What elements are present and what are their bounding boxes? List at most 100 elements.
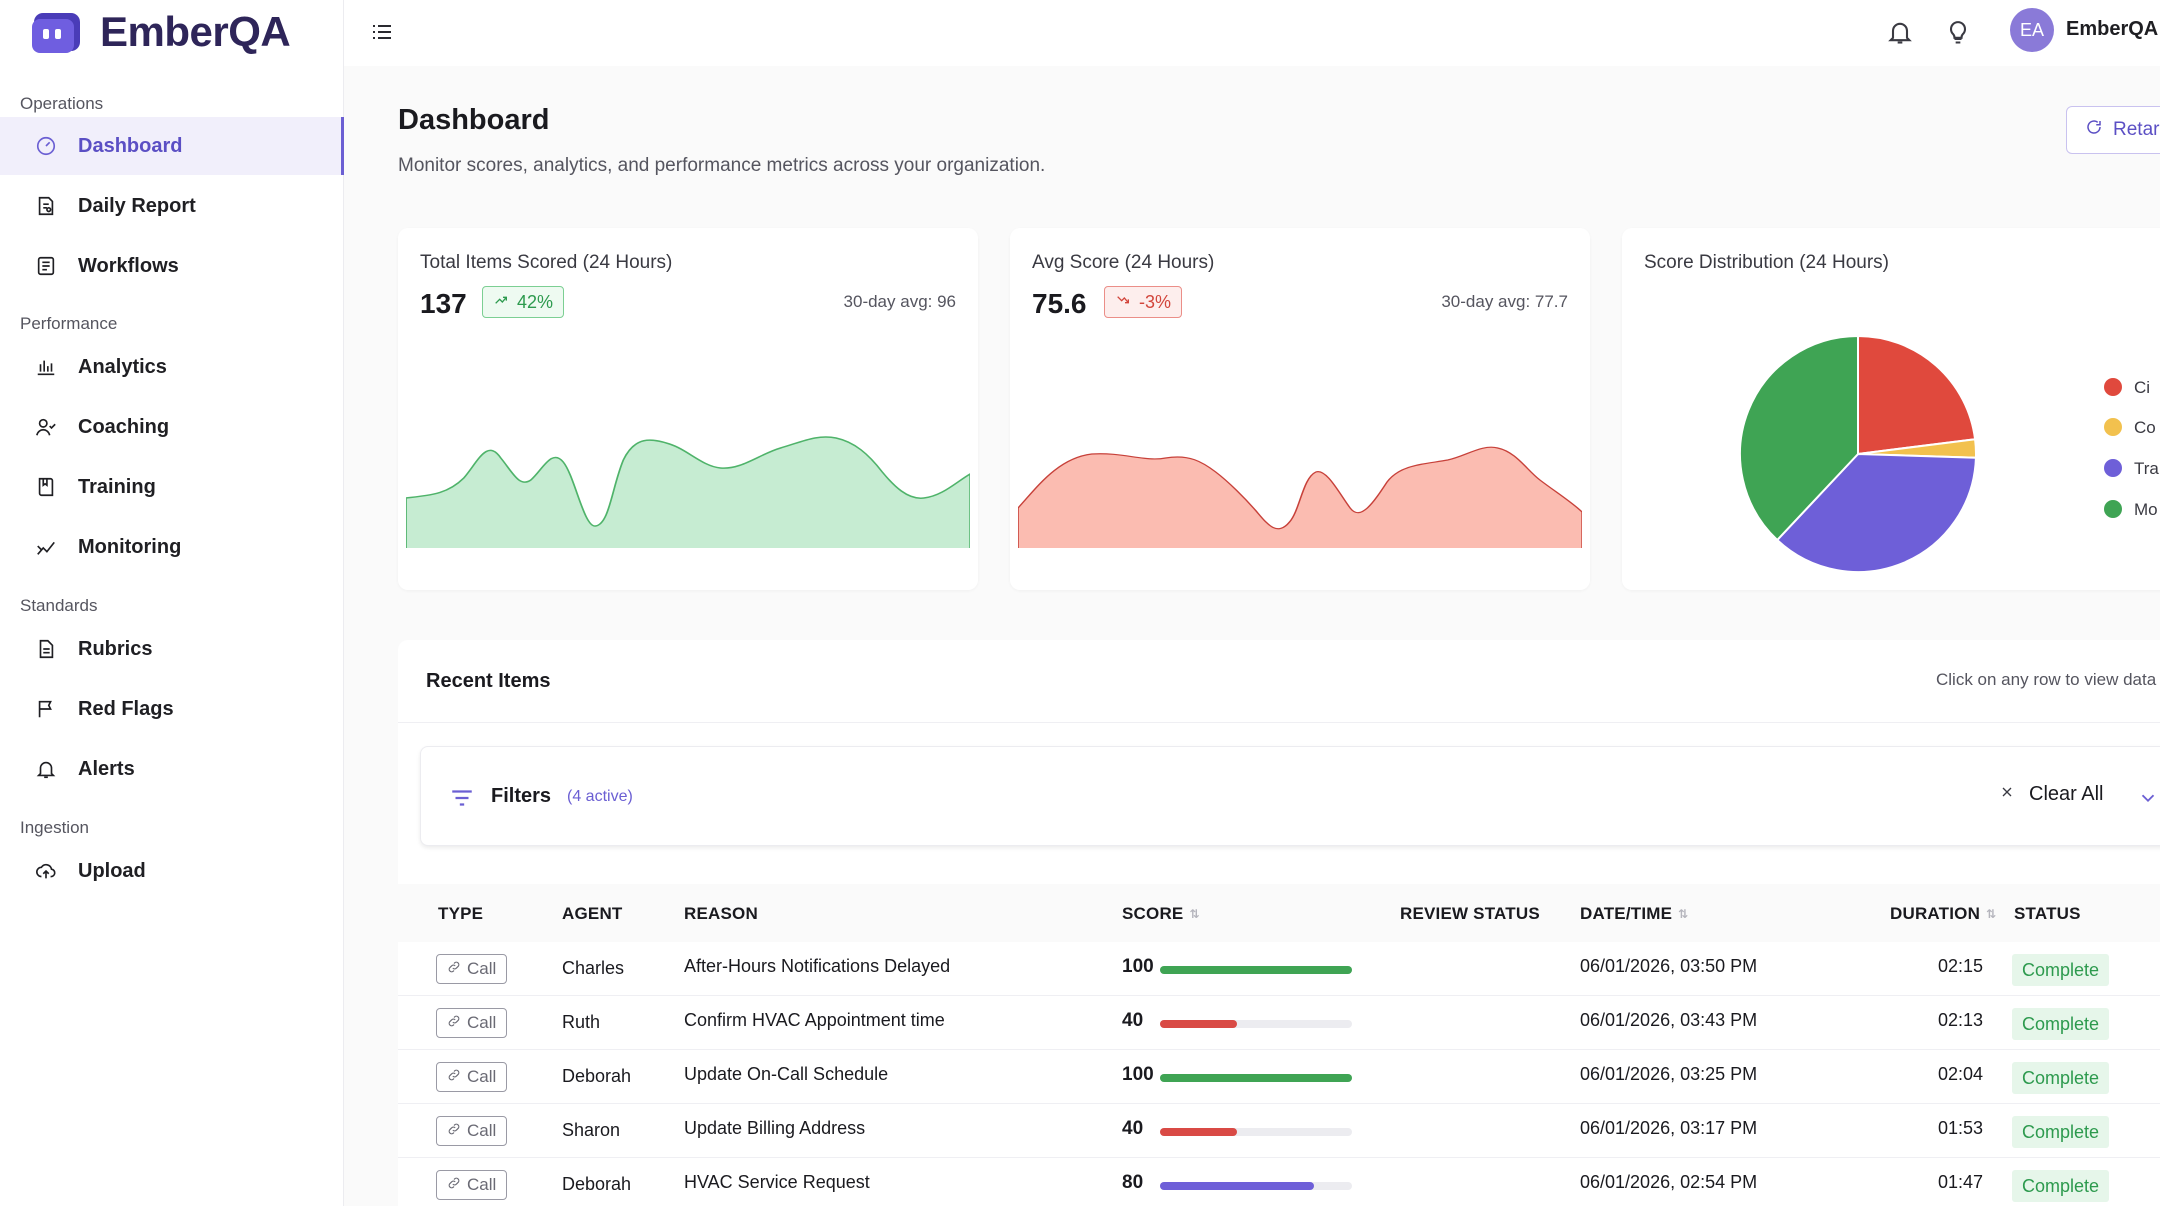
filters-bar[interactable]: Filters (4 active) Clear All	[420, 746, 2160, 846]
type-label: Call	[467, 1121, 497, 1140]
menu-toggle-icon[interactable]	[368, 18, 396, 46]
score-bar	[1160, 966, 1352, 974]
column-agent[interactable]: AGENT	[562, 904, 623, 923]
brand-name: EmberQA	[100, 8, 291, 55]
sort-icon: ⇅	[1986, 907, 1997, 921]
column-review-status[interactable]: REVIEW STATUS	[1400, 904, 1540, 923]
type-label: Call	[467, 959, 497, 978]
flag-icon	[34, 697, 58, 721]
table-row[interactable]: Call Sharon Update Billing Address 40 06/01/…	[398, 1104, 2160, 1158]
status-badge: Complete	[2012, 1062, 2110, 1094]
duration-cell: 02:15	[1938, 956, 1984, 976]
section-ingestion: Ingestion	[20, 818, 89, 837]
legend-label: Tra	[2134, 459, 2159, 478]
delta-badge-up: 42%	[482, 286, 565, 318]
retarget-label: Retar	[2113, 119, 2160, 140]
card-value: 75.6	[1032, 288, 1087, 319]
type-chip: Call	[436, 1008, 508, 1038]
sidebar-item-workflows[interactable]: Workflows	[0, 237, 344, 295]
sidebar-item-alerts[interactable]: Alerts	[0, 740, 344, 798]
reason-cell: Confirm HVAC Appointment time	[684, 1010, 945, 1030]
type-chip: Call	[436, 954, 508, 984]
duration-cell: 01:53	[1938, 1118, 1984, 1138]
lightbulb-icon[interactable]	[1942, 16, 1974, 48]
recent-items-title: Recent Items	[426, 670, 551, 692]
sidebar-item-monitoring[interactable]: Monitoring	[0, 518, 344, 576]
pie-slice-ci[interactable]	[1857, 334, 1977, 456]
user-name[interactable]: EmberQA	[2066, 18, 2159, 40]
logo-icon	[32, 13, 80, 53]
column-score[interactable]: SCORE ⇅	[1122, 904, 1200, 923]
bell-icon[interactable]	[1884, 16, 1916, 48]
agent-cell: Ruth	[562, 1012, 601, 1032]
status-badge: Complete	[2012, 1116, 2110, 1148]
clear-all-label: Clear All	[2029, 783, 2104, 805]
trend-icon	[34, 535, 58, 559]
retarget-button[interactable]: Retar	[2066, 106, 2160, 154]
legend-dot	[2104, 418, 2122, 436]
pie-slice-tra[interactable]	[1775, 452, 1977, 573]
score-value: 100	[1122, 956, 1154, 977]
sidebar-item-training[interactable]: Training	[0, 458, 344, 516]
score-value: 80	[1122, 1172, 1144, 1193]
card-avg: 30-day avg: 96	[843, 292, 956, 311]
card-value: 137	[420, 288, 467, 319]
sidebar-item-rubrics[interactable]: Rubrics	[0, 620, 344, 678]
sidebar-item-label: Upload	[78, 859, 146, 882]
sidebar-item-label: Workflows	[78, 254, 179, 277]
sidebar-item-daily-report[interactable]: Daily Report	[0, 177, 344, 235]
score-bar	[1160, 1020, 1352, 1028]
status-badge: Complete	[2012, 954, 2110, 986]
reason-cell: Update On-Call Schedule	[684, 1064, 889, 1084]
filters-active-count: (4 active)	[567, 788, 633, 805]
sidebar-item-dashboard[interactable]: Dashboard	[0, 117, 344, 175]
datetime-cell: 06/01/2026, 03:25 PM	[1580, 1064, 1758, 1084]
datetime-cell: 06/01/2026, 02:54 PM	[1580, 1172, 1758, 1192]
column-status[interactable]: STATUS	[2014, 904, 2081, 923]
card-title: Total Items Scored (24 Hours)	[420, 252, 673, 273]
type-chip: Call	[436, 1062, 508, 1092]
sidebar-item-red-flags[interactable]: Red Flags	[0, 680, 344, 738]
type-label: Call	[467, 1067, 497, 1086]
sort-icon: ⇅	[1189, 907, 1200, 921]
table-row[interactable]: Call Ruth Confirm HVAC Appointment time 40 0…	[398, 996, 2160, 1050]
reason-cell: After-Hours Notifications Delayed	[684, 956, 951, 976]
score-value: 40	[1122, 1118, 1144, 1139]
reason-cell: HVAC Service Request	[684, 1172, 870, 1192]
clear-all-button[interactable]: Clear All	[1999, 783, 2103, 806]
score-bar-fill	[1160, 1128, 1237, 1136]
legend-label: Ci	[2134, 378, 2151, 397]
sidebar-item-label: Rubrics	[78, 637, 153, 660]
score-value: 100	[1122, 1064, 1154, 1085]
pie-slice-mo[interactable]	[1739, 334, 1859, 542]
filters-label: Filters	[491, 785, 552, 807]
chevron-down-icon[interactable]	[2137, 787, 2159, 814]
book-icon	[34, 475, 58, 499]
page-subtitle: Monitor scores, analytics, and performan…	[398, 155, 1046, 176]
link-icon	[447, 1067, 461, 1087]
sparkline-avg	[1018, 446, 1582, 548]
filter-icon	[449, 785, 475, 816]
agent-cell: Sharon	[562, 1120, 621, 1140]
column-reason[interactable]: REASON	[684, 904, 758, 923]
sidebar-item-label: Alerts	[78, 757, 135, 780]
avatar[interactable]: EA	[2010, 8, 2054, 52]
legend-label: Mo	[2134, 500, 2158, 519]
sidebar-item-coaching[interactable]: Coaching	[0, 398, 344, 456]
link-icon	[447, 1013, 461, 1033]
sidebar-item-label: Dashboard	[78, 134, 183, 157]
table-row[interactable]: Call Deborah Update On-Call Schedule 100 06/…	[398, 1050, 2160, 1104]
sidebar-item-analytics[interactable]: Analytics	[0, 338, 344, 396]
agent-cell: Charles	[562, 958, 625, 978]
datetime-cell: 06/01/2026, 03:17 PM	[1580, 1118, 1758, 1138]
column-datetime[interactable]: DATE/TIME ⇅	[1580, 904, 1689, 923]
sidebar-item-label: Coaching	[78, 415, 170, 438]
column-type[interactable]: TYPE	[438, 904, 484, 923]
column-duration[interactable]: DURATION ⇅	[1890, 904, 1997, 923]
legend-label: Co	[2134, 418, 2156, 437]
table-row[interactable]: Call Deborah HVAC Service Request 80 06/01/2…	[398, 1158, 2160, 1206]
table-row[interactable]: Call Charles After-Hours Notifications Del…	[398, 942, 2160, 996]
sidebar-item-upload[interactable]: Upload	[0, 842, 344, 900]
card-score-distribution: Score Distribution (24 Hours) Ci Co Tra …	[1622, 228, 2160, 590]
brand[interactable]: EmberQA	[30, 8, 291, 56]
